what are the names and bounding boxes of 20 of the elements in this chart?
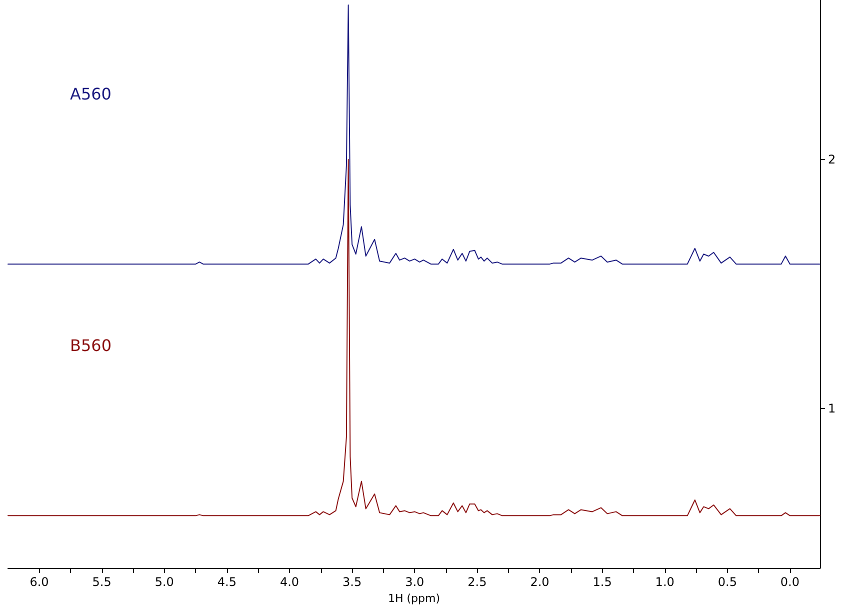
x-tick-label: 4.5	[217, 575, 236, 589]
x-tick-label: 0.5	[718, 575, 737, 589]
x-tick-label: 6.0	[30, 575, 49, 589]
x-tick-label: 1.5	[592, 575, 612, 589]
x-tick-label: 3.5	[342, 575, 362, 589]
x-tick-label: 2.0	[530, 575, 550, 589]
x-axis-title: 1H (ppm)	[388, 592, 440, 605]
y-tick-label: 1	[828, 402, 836, 416]
line-series	[8, 4, 820, 265]
line-series	[8, 158, 820, 516]
text: A560	[70, 84, 112, 104]
y-tick-label: 2	[828, 152, 836, 166]
text: B560	[70, 336, 112, 356]
x-tick-label: 5.5	[92, 575, 112, 589]
x-tick-label: 1.0	[655, 575, 674, 589]
x-tick-label: 3.0	[405, 575, 424, 589]
x-tick-label: 5.0	[154, 575, 174, 589]
x-tick-label: 4.0	[280, 575, 300, 589]
x-tick-label: 0.0	[780, 575, 800, 589]
x-tick-label: 2.5	[468, 575, 487, 589]
